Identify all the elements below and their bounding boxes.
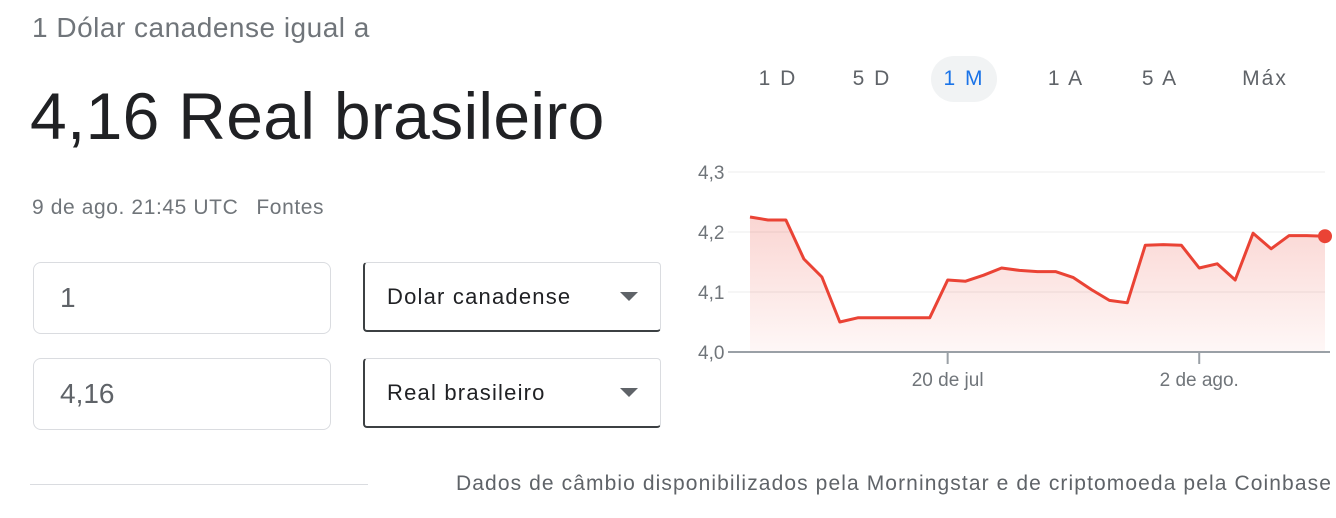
y-axis-labels: 4,3 4,2 4,1 4,0 [698,163,724,364]
y-tick-label: 4,3 [698,163,724,184]
from-amount-input[interactable] [58,281,306,315]
converted-value: 4,16 Real brasileiro [30,79,605,153]
y-tick-label: 4,1 [698,283,724,304]
from-currency-label: Dolar canadense [387,283,572,309]
y-tick-label: 4,2 [698,223,724,244]
tab-max[interactable]: Máx [1242,67,1288,90]
time-range-tabs: 1 D 5 D 1 M 1 A 5 A Máx [735,56,1315,102]
exchange-rate-chart[interactable]: 4,3 4,2 4,1 4,0 20 de jul 2 de ago. [680,150,1332,400]
to-amount-input[interactable] [58,377,306,411]
chevron-down-icon [620,388,638,397]
rate-timestamp: 9 de ago. 21:45 UTC [32,196,239,219]
from-currency-select[interactable]: Dolar canadense [363,262,661,332]
to-amount-field[interactable] [33,358,331,430]
tab-5a[interactable]: 5 A [1141,67,1179,90]
tab-1a[interactable]: 1 A [1047,67,1085,90]
data-attribution: Dados de câmbio disponibilizados pela Mo… [456,472,1332,495]
rate-line [749,215,1326,324]
x-tick-label: 2 de ago. [1160,370,1239,391]
chevron-down-icon [620,292,638,301]
from-amount-field[interactable] [33,262,331,334]
divider [30,484,368,485]
x-tick-label: 20 de jul [912,370,984,391]
tab-1d[interactable]: 1 D [758,67,798,90]
rate-area-fill [750,217,1325,352]
x-axis-labels: 20 de jul 2 de ago. [912,352,1239,391]
sources-link[interactable]: Fontes [256,196,325,219]
tab-1m[interactable]: 1 M [931,56,997,102]
y-tick-label: 4,0 [698,343,724,364]
to-currency-select[interactable]: Real brasileiro [363,358,661,428]
conversion-subtitle: 1 Dólar canadense igual a [32,12,370,43]
latest-point-marker[interactable] [1318,229,1332,244]
tab-5d[interactable]: 5 D [852,67,892,90]
to-currency-label: Real brasileiro [387,379,546,405]
rate-meta: 9 de ago. 21:45 UTC Fontes [32,196,324,220]
